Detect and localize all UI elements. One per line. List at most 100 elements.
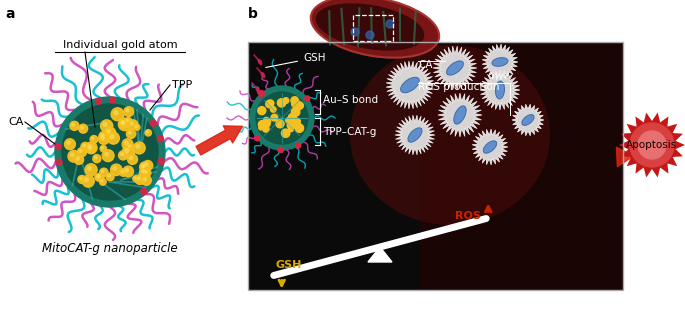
Polygon shape — [438, 93, 482, 137]
Circle shape — [125, 141, 128, 144]
Circle shape — [297, 102, 303, 109]
Circle shape — [92, 137, 94, 140]
Circle shape — [291, 108, 300, 116]
Circle shape — [79, 177, 82, 179]
Circle shape — [114, 111, 118, 115]
Ellipse shape — [311, 0, 439, 58]
Circle shape — [259, 126, 263, 130]
Circle shape — [77, 148, 86, 157]
Ellipse shape — [258, 59, 262, 65]
Ellipse shape — [495, 81, 505, 99]
Circle shape — [143, 177, 147, 180]
Circle shape — [129, 131, 132, 134]
Circle shape — [77, 157, 79, 160]
Ellipse shape — [262, 100, 267, 106]
Circle shape — [89, 147, 91, 150]
Circle shape — [122, 146, 134, 158]
Circle shape — [70, 121, 79, 131]
Polygon shape — [480, 70, 520, 110]
Circle shape — [295, 124, 303, 132]
Ellipse shape — [483, 141, 497, 153]
Circle shape — [103, 123, 107, 126]
Text: a: a — [5, 7, 14, 21]
Circle shape — [107, 130, 110, 133]
Circle shape — [106, 173, 114, 181]
Circle shape — [125, 169, 129, 172]
Polygon shape — [395, 115, 435, 155]
Polygon shape — [472, 129, 508, 165]
FancyArrowPatch shape — [196, 126, 242, 155]
Polygon shape — [472, 129, 508, 165]
Circle shape — [99, 133, 110, 144]
Polygon shape — [438, 93, 482, 137]
Polygon shape — [512, 104, 544, 136]
Circle shape — [143, 161, 153, 170]
Circle shape — [258, 107, 266, 115]
Circle shape — [78, 175, 86, 184]
Text: TPP: TPP — [172, 80, 192, 90]
Circle shape — [119, 151, 128, 160]
Circle shape — [158, 158, 164, 164]
Circle shape — [97, 175, 99, 178]
Circle shape — [95, 174, 102, 181]
Circle shape — [277, 99, 286, 107]
Circle shape — [262, 126, 269, 132]
Circle shape — [129, 157, 133, 160]
Circle shape — [145, 130, 151, 136]
Circle shape — [124, 107, 134, 117]
Circle shape — [110, 97, 116, 103]
Text: CA: CA — [8, 117, 23, 127]
Circle shape — [268, 100, 274, 106]
Circle shape — [101, 134, 104, 137]
Text: GSH: GSH — [266, 53, 325, 68]
Circle shape — [351, 28, 359, 36]
Polygon shape — [421, 42, 623, 290]
Circle shape — [265, 118, 271, 124]
Ellipse shape — [492, 58, 508, 66]
Circle shape — [96, 173, 104, 181]
Polygon shape — [248, 42, 421, 290]
Circle shape — [141, 188, 147, 194]
Circle shape — [286, 117, 292, 124]
Circle shape — [79, 124, 88, 133]
Circle shape — [127, 144, 134, 150]
Circle shape — [258, 121, 266, 128]
Ellipse shape — [447, 61, 464, 75]
Circle shape — [75, 155, 84, 164]
Circle shape — [294, 101, 302, 110]
Circle shape — [255, 136, 260, 141]
Circle shape — [101, 120, 113, 132]
Circle shape — [64, 139, 75, 150]
Polygon shape — [258, 42, 393, 45]
Circle shape — [127, 154, 138, 164]
Circle shape — [88, 144, 92, 148]
Circle shape — [134, 142, 145, 154]
FancyArrowPatch shape — [616, 147, 634, 166]
Circle shape — [98, 175, 100, 177]
Polygon shape — [480, 70, 520, 110]
Circle shape — [150, 120, 156, 126]
Circle shape — [119, 118, 131, 131]
Circle shape — [119, 119, 129, 129]
Circle shape — [101, 180, 103, 182]
Circle shape — [79, 150, 82, 152]
Ellipse shape — [453, 106, 466, 124]
Circle shape — [136, 126, 137, 127]
Circle shape — [141, 175, 151, 185]
Text: Individual gold atom: Individual gold atom — [63, 40, 177, 50]
Circle shape — [113, 167, 116, 170]
Text: TPP–CAT-g: TPP–CAT-g — [323, 127, 376, 137]
Polygon shape — [368, 247, 392, 262]
Circle shape — [271, 107, 276, 112]
Circle shape — [288, 127, 293, 132]
Circle shape — [158, 136, 163, 142]
Circle shape — [110, 164, 122, 175]
Ellipse shape — [408, 128, 422, 142]
Text: MitoCAT-g nanoparticle: MitoCAT-g nanoparticle — [42, 242, 178, 255]
Circle shape — [287, 121, 295, 129]
Circle shape — [62, 104, 158, 200]
Circle shape — [134, 177, 136, 179]
Ellipse shape — [401, 77, 419, 93]
Polygon shape — [433, 46, 477, 90]
Circle shape — [102, 150, 114, 162]
